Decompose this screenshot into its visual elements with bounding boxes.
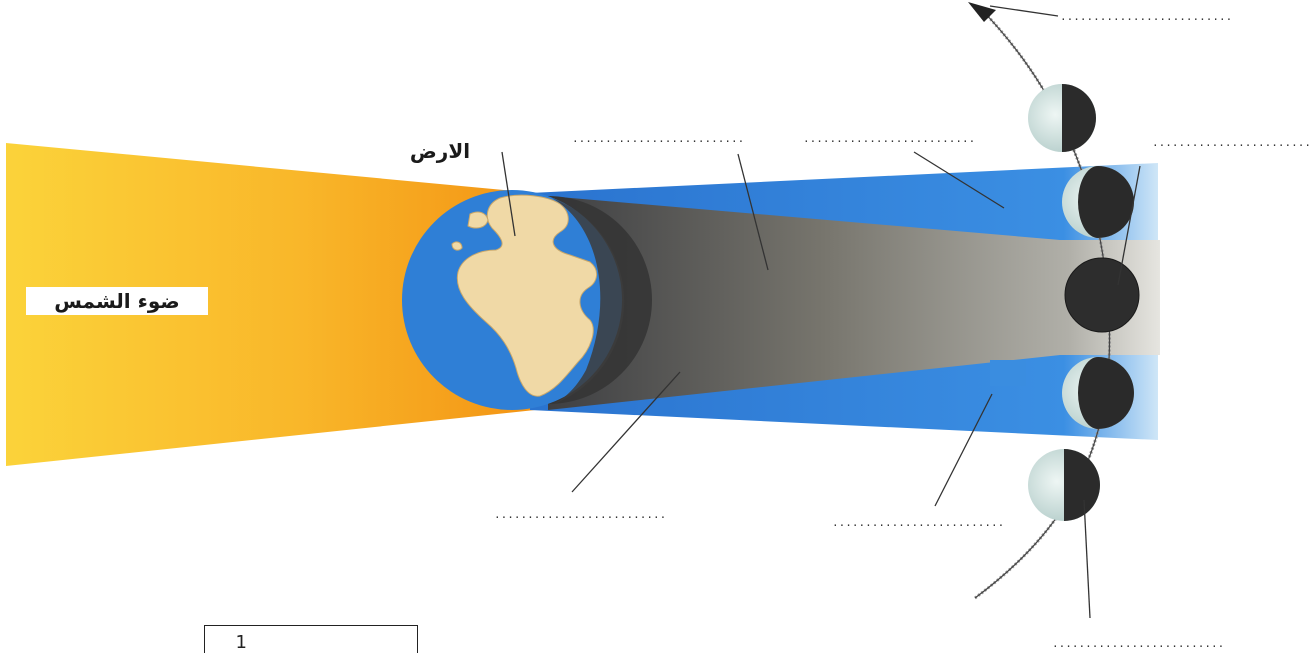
leader-penumbra-bottom xyxy=(934,393,993,507)
leader-moon-right xyxy=(1117,165,1141,286)
blank-penumbra-bottom: .......................... xyxy=(832,516,1004,529)
leader-arrow-top xyxy=(989,5,1059,17)
leader-umbra-bottom xyxy=(571,371,681,493)
number-box-value: 1 xyxy=(235,632,247,653)
blank-moon-right: .......................... xyxy=(1152,136,1313,149)
leader-umbra-top xyxy=(737,153,769,271)
earth-globe-icon xyxy=(402,190,652,410)
sunlight-label: ضوء الشمس xyxy=(54,289,179,313)
orbit-arrow-icon xyxy=(968,2,996,22)
leader-earth xyxy=(501,151,516,237)
blank-moon-bottom: .......................... xyxy=(1052,637,1224,650)
leader-moon-bottom xyxy=(1083,499,1091,619)
marker-square xyxy=(990,360,1026,386)
moon-icon-5 xyxy=(1028,449,1100,521)
umbra-region xyxy=(548,196,1160,410)
moon-icon-2 xyxy=(1062,166,1134,238)
leader-penumbra-top xyxy=(913,151,1005,209)
sunlight-beam xyxy=(6,143,535,466)
blank-umbra-top: .......................... xyxy=(572,132,744,145)
sunlight-label-bg xyxy=(26,287,208,315)
blank-umbra-bottom: .......................... xyxy=(494,508,666,521)
moon-icon-4 xyxy=(1062,357,1134,429)
earth-label: الارض xyxy=(410,139,470,163)
blank-arrow-top: .......................... xyxy=(1060,10,1232,23)
moon-icon-3 xyxy=(1064,257,1140,333)
blank-penumbra-top: .......................... xyxy=(803,132,975,145)
number-box: 1 xyxy=(204,625,418,653)
moon-icon-1 xyxy=(1028,84,1096,152)
